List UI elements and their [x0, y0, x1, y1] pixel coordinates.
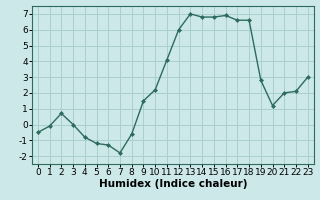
X-axis label: Humidex (Indice chaleur): Humidex (Indice chaleur): [99, 179, 247, 189]
